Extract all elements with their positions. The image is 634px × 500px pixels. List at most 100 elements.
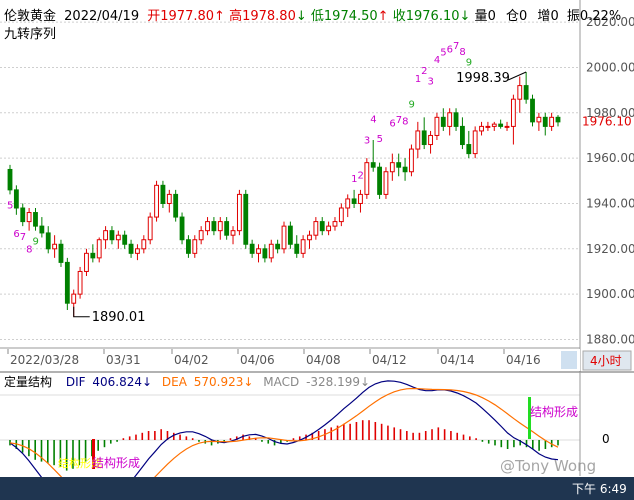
candle-body — [485, 125, 491, 128]
arrow-up-icon: ↑ — [214, 9, 225, 24]
td-sequence-label: 4 — [370, 114, 376, 125]
candle-body — [377, 166, 382, 195]
candle-body — [345, 198, 351, 209]
date-tick-label: 04/06 — [240, 353, 275, 367]
candle-body — [147, 216, 153, 241]
oi-label: 仓 — [506, 9, 519, 24]
price-tick-label: 2020.00 — [586, 15, 634, 29]
candle-body — [192, 239, 198, 254]
candle-body — [141, 239, 147, 250]
candle-body — [460, 125, 465, 146]
candle-body — [428, 134, 433, 146]
candle-body — [358, 193, 363, 204]
close-label: 收 — [393, 9, 406, 24]
candle-body — [205, 221, 210, 232]
svg-text:伦敦黄金 2022/04/19 开1977.: 伦敦黄金 2022/04/19 开1977.80↑ 高1978.80↓ 低197… — [4, 8, 621, 24]
candle-body — [370, 162, 376, 168]
high-annotation: 1998.39 — [456, 71, 510, 86]
candle-body — [33, 212, 38, 227]
current-price-tag: 1976.10 — [582, 115, 632, 129]
structure-label-left-b: 结构形成 — [92, 455, 140, 470]
macd-panel: 0 — [0, 372, 610, 500]
candle-body — [542, 116, 548, 127]
candle-body — [536, 116, 542, 123]
price-tick-label: 1920.00 — [586, 242, 634, 256]
candle-body — [52, 243, 58, 250]
td-sequence-label: 4 — [434, 55, 440, 66]
candle-body — [300, 239, 306, 254]
date-tick-label: 04/02 — [174, 353, 209, 367]
td-sequence-label: 6 — [447, 44, 453, 55]
price-tick-label: 1960.00 — [586, 151, 634, 165]
dif-value: 406.824 — [92, 375, 142, 389]
candle-body — [415, 130, 421, 150]
candle-body — [281, 225, 287, 250]
candle-body — [236, 193, 242, 232]
candle-body — [523, 85, 529, 100]
candle-body — [479, 125, 484, 132]
arrow-down-icon: ↓ — [460, 9, 471, 24]
candle-body — [256, 248, 261, 254]
macd-label: MACD — [263, 375, 299, 389]
td-sequence-label: 5 — [440, 47, 446, 58]
dif-line — [9, 380, 559, 500]
candle-body — [434, 116, 440, 136]
candle-body — [351, 198, 357, 204]
candle-body — [217, 221, 223, 232]
amp-value: 0.22% — [580, 9, 621, 24]
candle-body — [71, 293, 77, 304]
amp-label: 振 — [567, 9, 580, 24]
oi-value: 0 — [519, 9, 527, 24]
quote-date: 2022/04/19 — [64, 9, 139, 24]
candle-body — [491, 123, 497, 127]
scroll-thumb[interactable] — [561, 351, 577, 369]
candle-body — [103, 230, 108, 241]
candle-body — [249, 243, 255, 254]
candle-body — [224, 221, 230, 236]
candle-body — [45, 232, 51, 250]
macd-arrow-icon: ↓ — [360, 375, 370, 389]
inc-label: 增 — [537, 9, 550, 24]
dif-arrow-icon: ↓ — [142, 375, 152, 389]
candle-body — [421, 130, 427, 146]
price-tick-label: 1980.00 — [586, 106, 634, 120]
candle-body — [294, 243, 300, 254]
candle-body — [173, 193, 179, 218]
low-value: 1974.50 — [324, 9, 378, 24]
period-button[interactable] — [582, 350, 632, 371]
low-annotation: 1890.01 — [92, 310, 146, 325]
candle-body — [453, 112, 459, 127]
structure-label-right: 结构形成 — [530, 404, 578, 419]
svg-text:定量结构 DIF 406.824↓: 定量结构 DIF 406.824↓ DEA 570.923↓ MACD -328… — [4, 374, 370, 389]
td-sequence-label: 7 — [20, 232, 26, 243]
candle-body — [96, 239, 102, 259]
candle-body — [504, 125, 510, 128]
candle-body — [409, 148, 414, 173]
td-sequence-label: 6 — [389, 118, 395, 129]
td-sequence-label: 9 — [408, 100, 414, 111]
open-label: 开 — [147, 9, 160, 24]
candle-body — [90, 252, 96, 259]
price-tick-label: 1880.00 — [586, 332, 634, 346]
candle-body — [389, 162, 395, 173]
volume-value: 0 — [488, 9, 496, 24]
taskbar — [0, 477, 634, 500]
candle-body — [109, 230, 115, 241]
low-annotation-leader — [73, 306, 90, 318]
watermark: @Tony Wong — [500, 457, 596, 475]
candle-body — [160, 184, 166, 204]
td-sequence-label: 7 — [396, 115, 402, 126]
td-sequence-label: 8 — [26, 245, 32, 256]
candle-body — [39, 225, 45, 234]
td-sequence-label: 9 — [466, 57, 472, 68]
dea-label: DEA — [162, 375, 188, 389]
candle-body — [7, 168, 13, 191]
candle-body — [326, 225, 332, 232]
candle-body — [84, 252, 89, 272]
candle-body — [186, 239, 191, 254]
candle-body — [268, 243, 274, 259]
candle-body — [154, 184, 159, 218]
date-tick-label: 04/14 — [440, 353, 475, 367]
